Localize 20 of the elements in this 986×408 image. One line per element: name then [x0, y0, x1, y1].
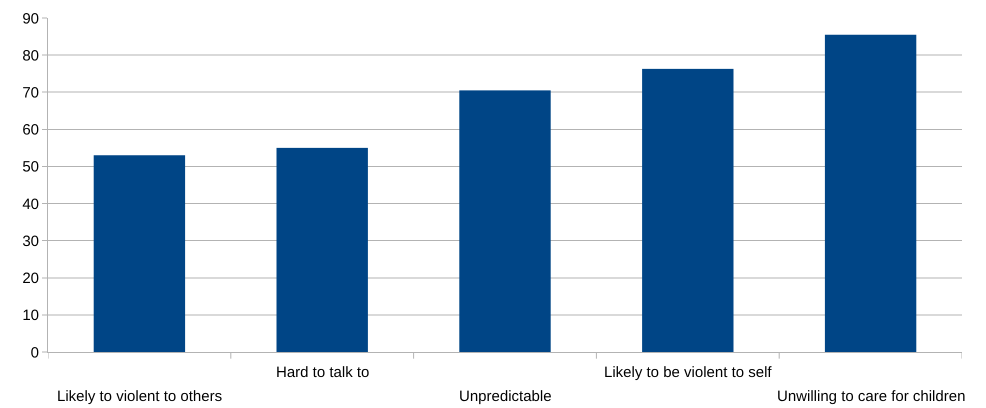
y-tick-label: 20	[22, 270, 39, 288]
y-tick-label: 90	[22, 10, 39, 28]
x-tick-label: Unwilling to care for children	[777, 388, 966, 405]
y-tick-label: 80	[22, 47, 39, 64]
y-tick-label: 0	[30, 344, 39, 362]
y-tick-label: 10	[22, 307, 39, 324]
y-tick-label: 40	[22, 196, 39, 213]
bar	[824, 34, 916, 352]
x-tick-label: Likely to violent to others	[57, 388, 222, 405]
y-tick-label: 30	[22, 232, 39, 250]
bar	[642, 68, 734, 352]
y-tick-label: 60	[22, 122, 39, 139]
bar	[276, 148, 368, 352]
bar	[459, 90, 551, 352]
bar	[94, 155, 186, 352]
x-tick-label: Unpredictable	[459, 388, 552, 405]
x-tick-label: Hard to talk to	[276, 364, 370, 381]
y-tick-label: 70	[22, 84, 39, 102]
x-tick-label: Likely to be violent to self	[604, 364, 772, 381]
y-tick-label: 50	[22, 158, 39, 176]
